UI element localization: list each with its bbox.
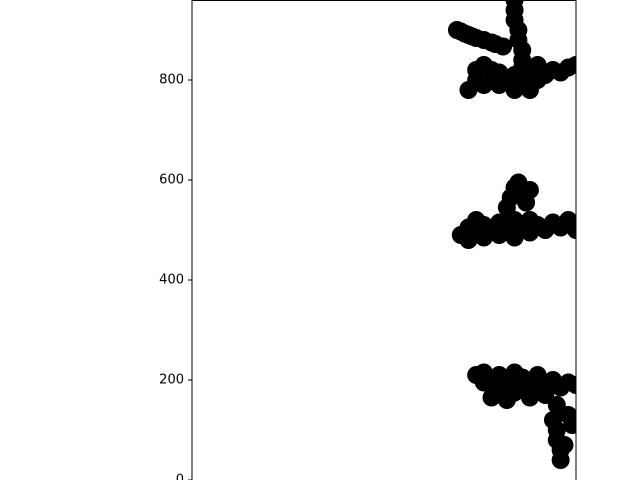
- data-point: [567, 56, 576, 74]
- data-point: [563, 416, 576, 434]
- y-axis-ticks: 0 200 400 600 800: [159, 73, 192, 480]
- data-point: [555, 436, 574, 454]
- data-point: [567, 376, 576, 394]
- y-tick-label: 0: [176, 473, 184, 480]
- y-tick-label: 800: [159, 73, 184, 88]
- data-point: [517, 193, 536, 212]
- y-tick-label: 600: [159, 173, 184, 188]
- data-point: [551, 451, 570, 469]
- data-points: [447, 0, 576, 469]
- y-tick-label: 200: [159, 373, 184, 388]
- y-tick-label: 400: [159, 273, 184, 288]
- data-point: [494, 37, 513, 56]
- data-point: [567, 221, 576, 239]
